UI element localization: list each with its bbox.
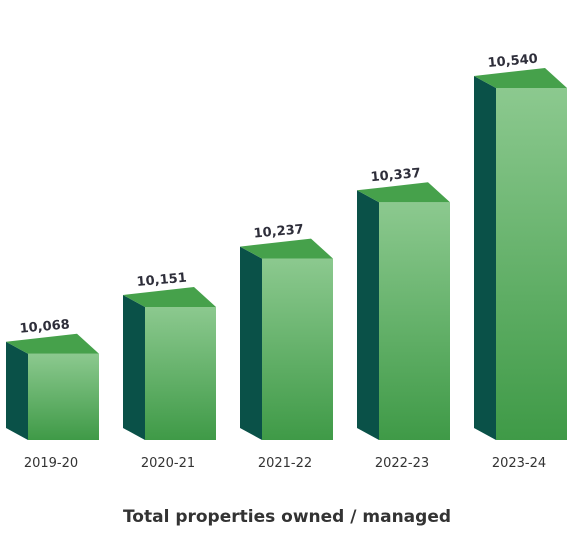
bar-top-face	[357, 182, 450, 203]
bar-value-label: 10,151	[136, 271, 187, 290]
bar-value-label: 10,337	[370, 166, 421, 185]
bar-value-label: 10,068	[19, 317, 70, 336]
bar-side-face	[6, 341, 28, 440]
bar	[240, 238, 333, 440]
x-tick-labels-group: 2019-20 2020-21 2021-22 2022-23 2023-24	[24, 456, 546, 471]
bar-side-face	[474, 76, 496, 440]
bar-front-face	[496, 88, 567, 440]
bars-group	[6, 68, 567, 440]
bar-top-face	[6, 333, 99, 354]
x-tick-label: 2021-22	[258, 456, 312, 471]
x-tick-label: 2023-24	[492, 456, 546, 471]
x-tick-label: 2022-23	[375, 456, 429, 471]
bar-top-face	[474, 68, 567, 88]
bar-front-face	[28, 353, 99, 440]
bar-side-face	[357, 190, 379, 440]
bar-top-face	[123, 286, 216, 307]
bar	[357, 182, 450, 440]
x-tick-label: 2019-20	[24, 456, 78, 471]
bar	[474, 68, 567, 440]
bar-value-label: 10,540	[487, 52, 538, 71]
x-tick-label: 2020-21	[141, 456, 195, 471]
bar-value-label: 10,237	[253, 222, 304, 241]
bar-front-face	[379, 202, 450, 440]
bar	[123, 286, 216, 440]
bar-front-face	[145, 306, 216, 440]
value-labels-group: 10,068 10,151 10,237 10,337 10,540	[19, 52, 538, 337]
bar-front-face	[262, 258, 333, 440]
bar-side-face	[240, 246, 262, 440]
chart-title: Total properties owned / managed	[123, 507, 451, 527]
bar-top-face	[240, 238, 333, 259]
bar	[6, 333, 99, 440]
bar-side-face	[123, 294, 145, 440]
